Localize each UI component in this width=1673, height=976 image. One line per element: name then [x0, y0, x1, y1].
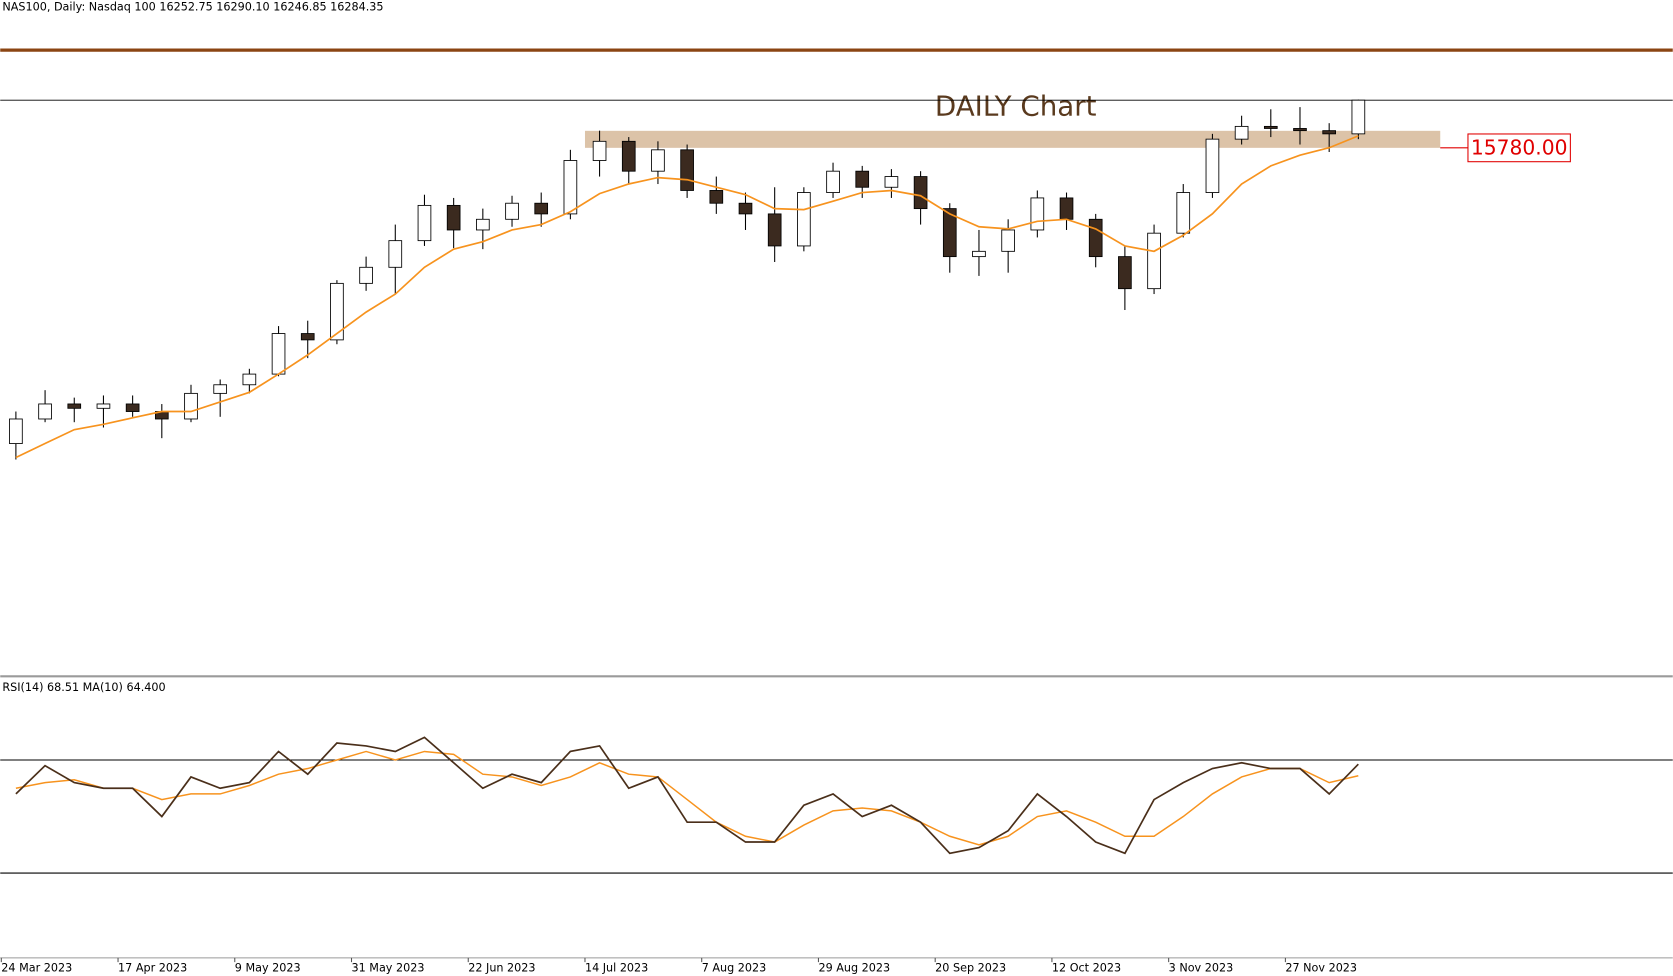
candle-body [125, 403, 140, 412]
rsi-line [15, 736, 1359, 855]
candle-body [1001, 229, 1015, 252]
candle-body [476, 218, 490, 231]
rsi-label: RSI(14) 68.51 MA(10) 64.400 [2, 681, 165, 694]
candle-body [534, 202, 549, 215]
candle-body [213, 384, 228, 394]
symbol-header: NAS100, Daily: Nasdaq 100 16252.75 16290… [2, 0, 383, 13]
x-tick-label: 3 Nov 2023 [1169, 962, 1234, 975]
candle-body [184, 392, 198, 420]
candle-body [359, 266, 373, 284]
candle-body [884, 176, 899, 188]
x-tick-label: 17 Apr 2023 [118, 962, 187, 975]
candle-body [67, 403, 82, 409]
annotation-label: 15780.00 [1471, 135, 1568, 159]
chart-title: DAILY Chart [935, 90, 1097, 123]
candle-body [417, 204, 432, 242]
candle-body [330, 282, 344, 341]
candle-body [271, 333, 286, 375]
candle-body [738, 202, 753, 215]
candle-body [621, 140, 636, 172]
candle-body [96, 403, 111, 409]
candle-body [38, 403, 52, 420]
x-tick-label: 9 May 2023 [235, 962, 301, 975]
x-tick-label: 29 Aug 2023 [818, 962, 890, 975]
candle-body [1059, 197, 1074, 220]
candle-body [709, 190, 724, 204]
resistance-zone [584, 130, 1441, 148]
candle-body [563, 160, 578, 215]
candle-body [1030, 197, 1045, 231]
candle-body [855, 170, 870, 188]
candle-body [942, 208, 957, 258]
candle-body [680, 149, 694, 191]
candle-body [388, 240, 403, 268]
candle-body [1263, 125, 1278, 129]
candle-body [913, 176, 928, 210]
candle-body [1234, 125, 1249, 140]
candle-body [1147, 232, 1161, 290]
candle-body [1118, 256, 1132, 290]
candle-body [300, 333, 315, 341]
candle-body [592, 140, 607, 161]
candle-body [1176, 192, 1191, 234]
x-tick-label: 24 Mar 2023 [1, 962, 72, 975]
annotation-box [1467, 133, 1571, 163]
candle-body [1293, 128, 1307, 132]
x-tick-label: 7 Aug 2023 [702, 962, 767, 975]
candle-body [1205, 138, 1220, 193]
candle-body [505, 202, 519, 220]
candle-body [446, 204, 461, 231]
moving-average [15, 135, 1359, 459]
candle-body [972, 250, 986, 258]
candle-body [826, 170, 840, 193]
candle-body [1351, 99, 1366, 135]
x-tick-label: 27 Nov 2023 [1285, 962, 1357, 975]
x-tick-label: 22 Jun 2023 [468, 962, 535, 975]
candle-body [1322, 130, 1336, 135]
x-tick-label: 20 Sep 2023 [935, 962, 1006, 975]
x-tick-label: 14 Jul 2023 [585, 962, 648, 975]
candle-body [242, 373, 257, 386]
candle-body [651, 149, 665, 172]
x-tick-label: 31 May 2023 [352, 962, 425, 975]
candle-body [1088, 218, 1103, 258]
candle-body [767, 213, 782, 247]
x-tick-label: 12 Oct 2023 [1052, 962, 1121, 975]
candle-body [9, 418, 23, 444]
candle-body [797, 192, 811, 247]
